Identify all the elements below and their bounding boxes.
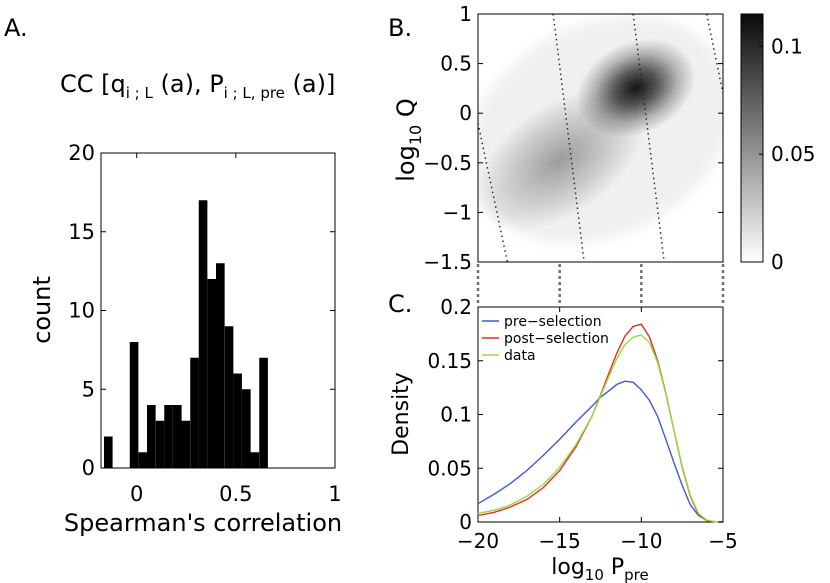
panel-a-label: A. bbox=[4, 14, 28, 42]
x-tick-label: −5 bbox=[708, 529, 737, 553]
legend-label-pre: pre−selection bbox=[504, 314, 602, 330]
histogram-bar bbox=[138, 452, 148, 468]
histogram-bar bbox=[233, 373, 242, 468]
y-tick-label: 0.05 bbox=[427, 456, 472, 480]
y-tick-label: 0.2 bbox=[440, 295, 472, 319]
panel-a-title-mid: (a), P bbox=[153, 70, 224, 98]
y-tick-label: 0.15 bbox=[427, 349, 472, 373]
heatmap-core bbox=[576, 38, 696, 138]
series-line-pre bbox=[477, 380, 724, 523]
panel-c-ticks: 0 0.05 0.1 0.15 0.2 −20 −15 −10 −5 bbox=[427, 295, 737, 553]
panel-c-xlabel-var: P bbox=[604, 555, 624, 580]
panel-a-title-sub1: i ; L bbox=[126, 84, 154, 102]
y-tick-label: 10 bbox=[68, 299, 95, 323]
panel-b-ticks: 1 0.5 0 −0.5 −1 −1.5 bbox=[423, 2, 723, 274]
histogram-bar bbox=[181, 420, 191, 468]
histogram-bar bbox=[129, 342, 139, 468]
panel-b-ylabel-var: Q bbox=[392, 98, 420, 125]
panel-b-isolines bbox=[478, 14, 723, 262]
legend-label-data: data bbox=[504, 348, 536, 364]
y-tick-label: 20 bbox=[68, 141, 95, 165]
histogram-bar bbox=[103, 436, 113, 468]
histogram-bar bbox=[172, 405, 182, 468]
panel-b-axes-box bbox=[477, 13, 724, 263]
panel-c-series bbox=[477, 323, 724, 523]
y-tick-label: 15 bbox=[68, 220, 95, 244]
panel-b-heatmap bbox=[478, 14, 723, 262]
panel-a-xlabel: Spearman's correlation bbox=[64, 509, 342, 537]
histogram-bar bbox=[224, 326, 234, 468]
panel-bc-connectors bbox=[476, 264, 725, 305]
histogram-bar bbox=[207, 279, 217, 468]
panel-a-ticks: 0 5 10 15 20 0 0.5 1 bbox=[68, 141, 341, 506]
colorbar-ticks: 0 0.05 0.1 bbox=[759, 34, 816, 274]
histogram-bar bbox=[216, 263, 225, 468]
x-tick-label: 1 bbox=[328, 482, 341, 506]
panel-c-xlabel-sub: 10 bbox=[585, 566, 604, 583]
panel-c-label: C. bbox=[388, 290, 412, 318]
panel-c-xlabel: log10 Ppre bbox=[551, 555, 649, 583]
y-tick-label: 0.1 bbox=[440, 403, 472, 427]
series-line-data bbox=[477, 334, 724, 523]
panel-c-xlabel-base: log bbox=[551, 555, 585, 580]
x-tick-label: −15 bbox=[539, 529, 581, 553]
histogram-bar bbox=[241, 389, 251, 468]
panel-a-title: CC [qi ; L (a), Pi ; L, pre (a)] bbox=[60, 70, 335, 102]
colorbar-tick-label: 0.1 bbox=[771, 34, 803, 58]
y-tick-label: 0 bbox=[459, 101, 472, 125]
y-tick-label: 0 bbox=[82, 456, 95, 480]
x-tick-label: −10 bbox=[620, 529, 662, 553]
histogram-bar bbox=[147, 405, 156, 468]
panel-c-ylabel: Density bbox=[389, 372, 414, 456]
colorbar-tick-label: 0 bbox=[771, 250, 784, 274]
panel-a-title-prefix: CC [q bbox=[60, 70, 126, 98]
histogram-bar bbox=[259, 357, 268, 468]
histogram-bar bbox=[190, 357, 199, 468]
colorbar bbox=[740, 13, 764, 263]
panel-a-title-sub2: i ; L, pre bbox=[224, 84, 285, 102]
panel-b-ylabel-base: log bbox=[392, 145, 420, 182]
panel-a-bars bbox=[103, 200, 268, 468]
panel-b-label: B. bbox=[388, 14, 412, 42]
x-tick-label: 0 bbox=[130, 482, 143, 506]
y-tick-label: −1 bbox=[443, 200, 472, 224]
y-tick-label: −1.5 bbox=[423, 250, 472, 274]
x-tick-label: 0.5 bbox=[219, 482, 252, 506]
y-tick-label: −0.5 bbox=[423, 151, 472, 175]
y-tick-label: 5 bbox=[82, 377, 95, 401]
y-tick-label: 0 bbox=[459, 510, 472, 534]
histogram-bar bbox=[250, 452, 260, 468]
x-tick-label: −20 bbox=[457, 529, 499, 553]
isoline bbox=[478, 122, 509, 262]
panel-c-xlabel-var-sub: pre bbox=[624, 566, 649, 583]
isoline bbox=[705, 14, 723, 94]
histogram-bar bbox=[198, 200, 208, 468]
colorbar-tick-label: 0.05 bbox=[771, 142, 816, 166]
histogram-bar bbox=[155, 420, 165, 468]
y-tick-label: 1 bbox=[459, 2, 472, 26]
panel-a-title-suffix: (a)] bbox=[285, 70, 335, 98]
y-tick-label: 0.5 bbox=[440, 52, 472, 76]
panel-b-ylabel: log10 Q bbox=[392, 98, 425, 181]
histogram-bar bbox=[164, 405, 173, 468]
panel-a-ylabel: count bbox=[28, 276, 56, 344]
legend-label-post: post−selection bbox=[504, 331, 609, 347]
panel-b-ylabel-sub: 10 bbox=[406, 125, 425, 145]
